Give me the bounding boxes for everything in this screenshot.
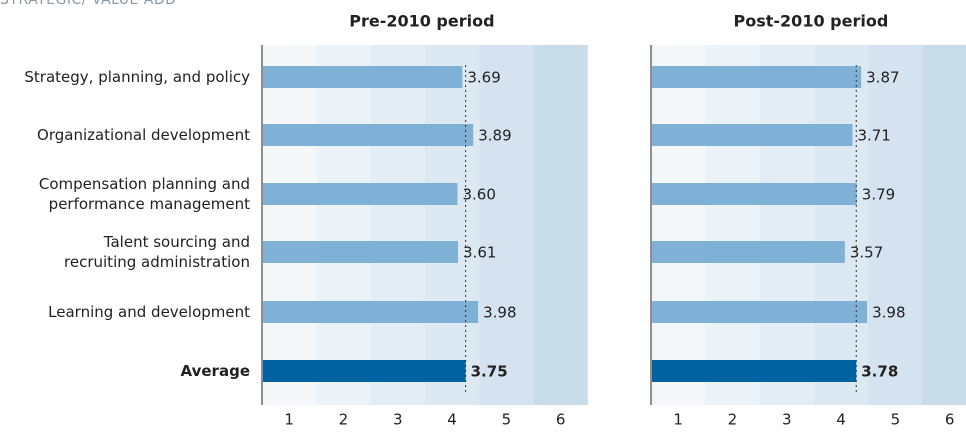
value-label: 3.89: [478, 127, 511, 145]
x-tick-label: 5: [502, 411, 512, 429]
x-tick-label: 6: [556, 411, 566, 429]
value-label: 3.69: [467, 69, 500, 87]
band: [922, 45, 966, 405]
x-tick-label: 5: [891, 411, 901, 429]
category-label: Average: [180, 362, 250, 380]
band: [651, 45, 706, 405]
bar: [652, 301, 868, 323]
category-label: Learning and development: [48, 303, 250, 321]
value-label: 3.75: [471, 363, 508, 381]
category-label: Talent sourcing and recruiting administr…: [64, 233, 250, 271]
x-tick-label: 4: [447, 411, 457, 429]
x-tick-label: 6: [945, 411, 955, 429]
x-tick-label: 4: [836, 411, 846, 429]
x-tick-label: 3: [393, 411, 403, 429]
bar: [263, 183, 458, 205]
value-label: 3.61: [463, 244, 496, 262]
bar: [263, 360, 466, 382]
band: [868, 45, 923, 405]
band: [533, 45, 588, 405]
value-label: 3.71: [857, 127, 890, 145]
value-label: 3.57: [850, 244, 883, 262]
value-label: 3.98: [483, 304, 516, 322]
band: [479, 45, 534, 405]
x-tick-label: 2: [728, 411, 738, 429]
bar: [263, 241, 459, 263]
value-label: 3.78: [861, 363, 898, 381]
category-label: Organizational development: [37, 126, 250, 144]
bar: [652, 360, 857, 382]
band: [262, 45, 317, 405]
bar: [263, 124, 474, 146]
section-title: STRATEGIC/ VALUE ADD: [0, 0, 177, 8]
bar: [652, 241, 845, 263]
bar: [652, 66, 862, 88]
value-label: 3.87: [866, 69, 899, 87]
value-label: 3.60: [462, 186, 495, 204]
bar: [652, 183, 857, 205]
band: [316, 45, 371, 405]
panel-title: Pre-2010 period: [349, 12, 494, 31]
panel-title: Post-2010 period: [734, 12, 889, 31]
band: [370, 45, 425, 405]
band: [813, 45, 869, 405]
category-label: Compensation planning and performance ma…: [38, 175, 250, 213]
band: [705, 45, 760, 405]
x-tick-label: 3: [782, 411, 792, 429]
bar: [652, 124, 853, 146]
value-label: 3.79: [862, 186, 895, 204]
bar: [263, 66, 463, 88]
x-tick-label: 1: [284, 411, 294, 429]
band: [424, 45, 480, 405]
band: [759, 45, 814, 405]
bar: [263, 301, 479, 323]
x-tick-label: 2: [339, 411, 349, 429]
value-label: 3.98: [872, 304, 905, 322]
category-label: Strategy, planning, and policy: [24, 68, 250, 86]
x-tick-label: 1: [673, 411, 683, 429]
